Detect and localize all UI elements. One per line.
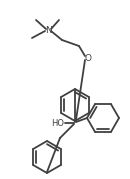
Text: O: O	[84, 54, 92, 62]
Text: N: N	[45, 25, 51, 35]
Text: HO: HO	[51, 118, 64, 127]
